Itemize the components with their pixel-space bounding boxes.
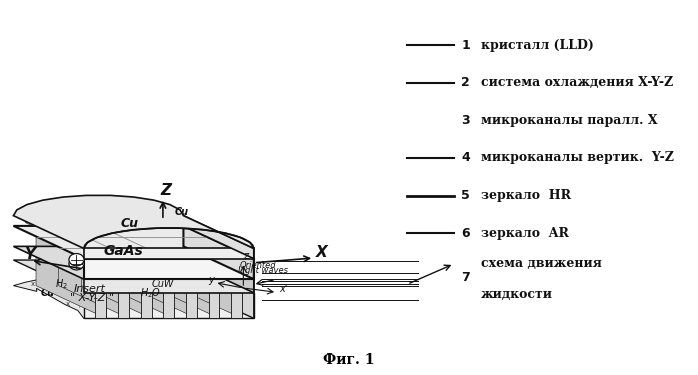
- Text: GaAs: GaAs: [103, 244, 143, 258]
- Circle shape: [69, 258, 84, 270]
- Text: x': x': [279, 284, 288, 294]
- Polygon shape: [84, 248, 254, 259]
- Text: CuW: CuW: [151, 279, 174, 290]
- Polygon shape: [13, 260, 254, 293]
- Text: 1: 1: [461, 39, 470, 52]
- Polygon shape: [36, 222, 106, 318]
- Text: система охлаждения X-Y-Z: система охлаждения X-Y-Z: [480, 76, 673, 89]
- Polygon shape: [25, 222, 106, 255]
- Text: z: z: [244, 251, 248, 261]
- Polygon shape: [118, 255, 129, 318]
- Text: Фиг. 1: Фиг. 1: [323, 353, 375, 367]
- Polygon shape: [141, 255, 151, 318]
- Text: 2: 2: [461, 76, 470, 89]
- Polygon shape: [81, 222, 151, 318]
- Polygon shape: [70, 222, 151, 255]
- Polygon shape: [149, 222, 219, 318]
- Polygon shape: [13, 277, 156, 318]
- Text: 3: 3: [461, 114, 470, 127]
- Polygon shape: [84, 259, 254, 279]
- Polygon shape: [59, 222, 129, 318]
- Polygon shape: [96, 255, 106, 318]
- Polygon shape: [172, 222, 242, 318]
- Polygon shape: [84, 279, 254, 293]
- Polygon shape: [209, 255, 219, 318]
- Polygon shape: [126, 222, 197, 318]
- Polygon shape: [138, 222, 219, 255]
- Text: Cu: Cu: [175, 207, 189, 217]
- Polygon shape: [13, 195, 254, 248]
- Text: жидкости: жидкости: [480, 288, 553, 301]
- Polygon shape: [47, 222, 129, 255]
- Text: Cu: Cu: [40, 288, 55, 297]
- Polygon shape: [116, 222, 197, 255]
- Polygon shape: [84, 293, 254, 318]
- Text: зеркало  AR: зеркало AR: [480, 226, 568, 240]
- Text: микроканалы вертик.  Y-Z: микроканалы вертик. Y-Z: [480, 152, 674, 165]
- Polygon shape: [13, 246, 254, 279]
- Polygon shape: [186, 255, 197, 318]
- Text: 6: 6: [461, 226, 470, 240]
- Text: x: x: [66, 301, 70, 307]
- Text: X: X: [316, 245, 328, 260]
- Polygon shape: [104, 222, 174, 318]
- Text: y: y: [208, 274, 214, 285]
- Text: кристалл (LLD): кристалл (LLD): [480, 39, 593, 52]
- Text: Y: Y: [24, 247, 35, 262]
- Polygon shape: [161, 222, 242, 255]
- Text: Cu: Cu: [121, 217, 139, 230]
- Polygon shape: [184, 246, 254, 293]
- Text: $H_2O$: $H_2O$: [140, 286, 161, 300]
- Text: " X-Y-Z ": " X-Y-Z ": [70, 293, 114, 303]
- Text: $H_2$: $H_2$: [54, 278, 68, 291]
- Text: Light waves: Light waves: [238, 266, 288, 274]
- Polygon shape: [231, 255, 242, 318]
- Text: 4: 4: [461, 152, 470, 165]
- Text: x: x: [30, 281, 34, 287]
- Text: Z: Z: [161, 183, 172, 198]
- Text: Insert: Insert: [74, 285, 106, 294]
- Polygon shape: [184, 260, 254, 318]
- Text: Oriented: Oriented: [240, 261, 276, 270]
- Text: зеркало  HR: зеркало HR: [480, 189, 570, 202]
- Text: 7: 7: [461, 271, 470, 284]
- Text: 5: 5: [461, 189, 470, 202]
- Polygon shape: [184, 226, 254, 279]
- Polygon shape: [93, 222, 174, 255]
- Text: x: x: [50, 288, 54, 294]
- Text: схема движения: схема движения: [480, 257, 602, 270]
- Circle shape: [69, 254, 84, 266]
- Polygon shape: [184, 216, 254, 259]
- Text: микроканалы паралл. X: микроканалы паралл. X: [480, 114, 657, 127]
- Polygon shape: [13, 226, 254, 259]
- Polygon shape: [163, 255, 174, 318]
